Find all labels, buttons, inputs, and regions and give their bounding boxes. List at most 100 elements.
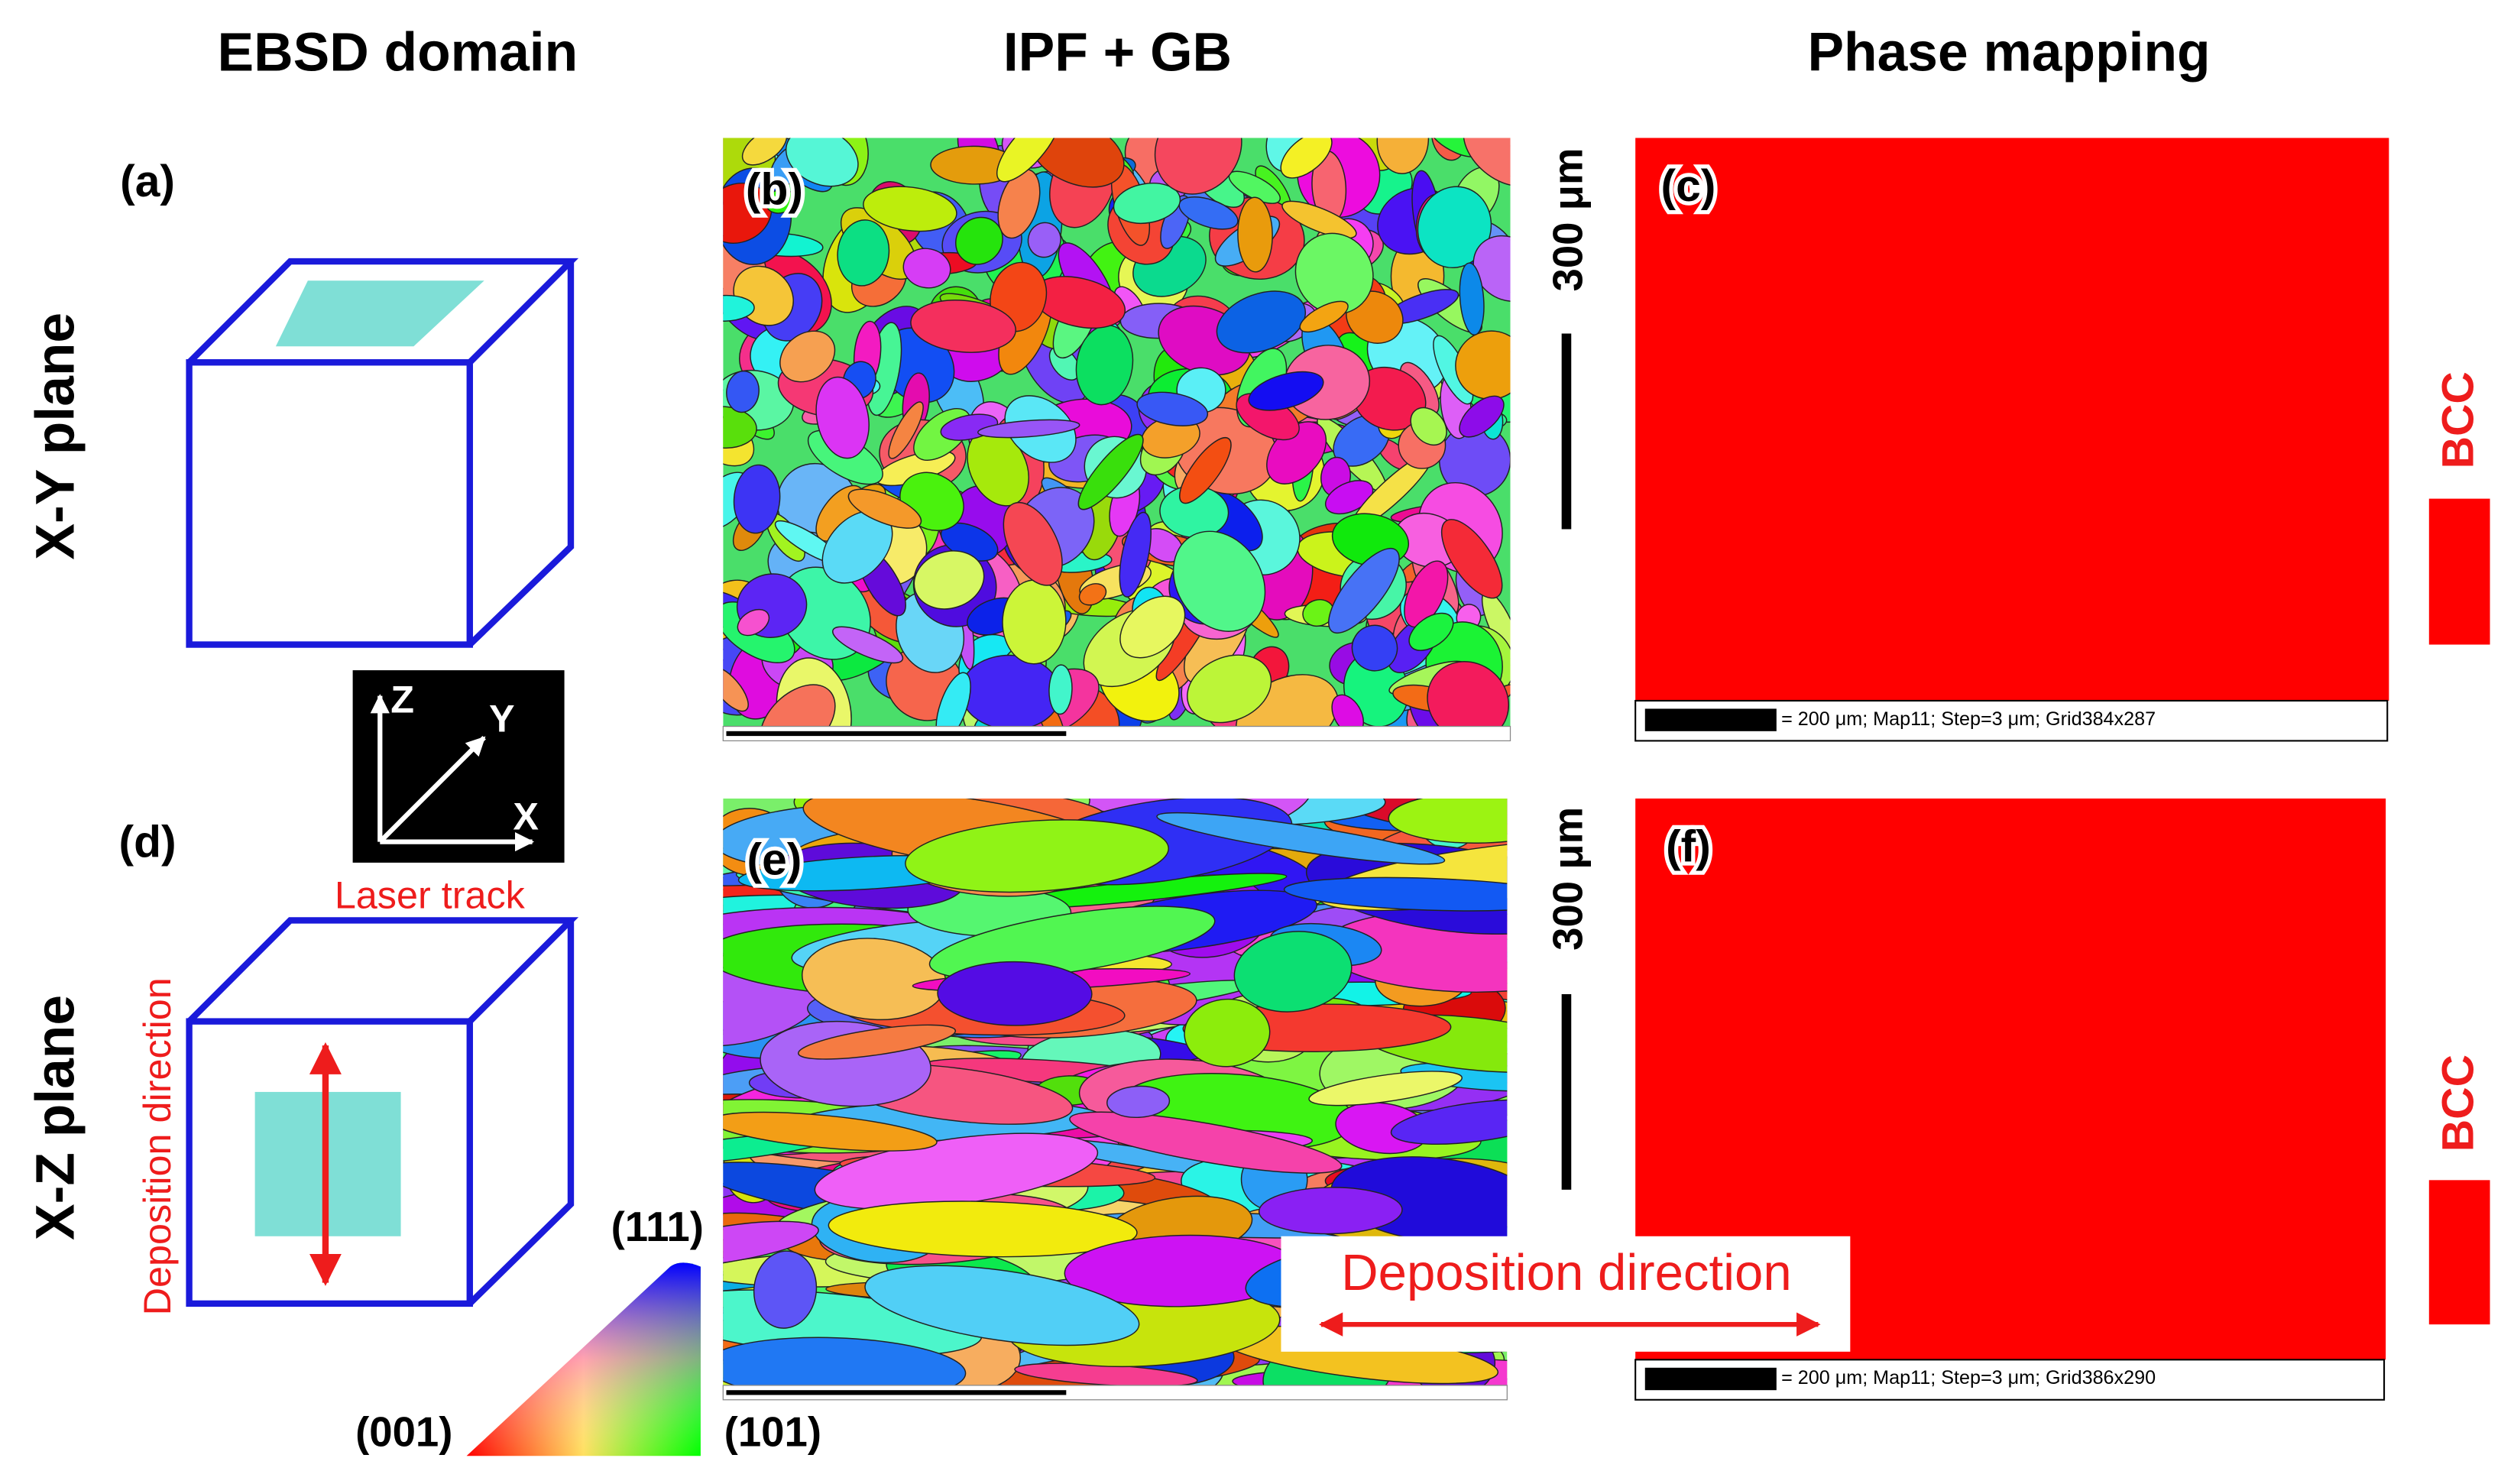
- grain: [847, 488, 922, 529]
- phase-label: BCC: [2433, 371, 2483, 468]
- grain: [1029, 138, 1125, 188]
- map-scale-bar: [1644, 708, 1777, 731]
- map-footer: [722, 1385, 1508, 1401]
- grain: [1233, 931, 1353, 1013]
- grain: [1106, 1085, 1171, 1119]
- row-label: X-Y plane: [24, 313, 86, 560]
- grain: [928, 906, 1216, 980]
- map-footer: [722, 725, 1511, 742]
- map-scale-bar: [1644, 1367, 1777, 1391]
- axis-label: Z: [390, 677, 414, 721]
- grain: [1003, 501, 1063, 586]
- column-header: IPF + GB: [1003, 21, 1232, 83]
- axes-arrows: [370, 694, 535, 852]
- grain: [1351, 624, 1398, 672]
- cube: [186, 917, 579, 1307]
- grain: [1113, 183, 1181, 225]
- phase-swatch: [2428, 498, 2490, 645]
- grain: [1331, 694, 1365, 727]
- panel-label: (b): [746, 164, 803, 214]
- grain: [1281, 200, 1357, 239]
- ipf-label: (001): [355, 1408, 452, 1455]
- grain: [1294, 232, 1374, 315]
- grain: [1390, 1099, 1508, 1145]
- grain: [1069, 1111, 1343, 1174]
- column-header: EBSD domain: [218, 21, 578, 83]
- grain: [1376, 138, 1430, 174]
- grain: [1410, 407, 1447, 446]
- grain: [1248, 371, 1324, 411]
- panel-label: (e): [747, 834, 802, 884]
- deposition-label: Deposition direction: [135, 977, 179, 1315]
- grain: [863, 186, 957, 232]
- grain: [996, 138, 1061, 183]
- map-scale-bar: [726, 1390, 1067, 1395]
- ipf-key-overlay: [466, 1262, 701, 1456]
- panel-label: (a): [120, 157, 175, 206]
- panel-label: (c): [1661, 161, 1716, 211]
- grain: [1404, 560, 1449, 628]
- grain: [765, 189, 795, 214]
- map-info: = 200 μm; Map11; Step=3 μm; Grid384x287: [1781, 708, 2156, 730]
- grain: [828, 1200, 1138, 1258]
- grain: [935, 672, 971, 727]
- ipf-label: (101): [724, 1408, 821, 1455]
- grain: [905, 819, 1169, 893]
- grain: [1156, 812, 1446, 865]
- grain: [733, 464, 781, 534]
- cube: [186, 258, 579, 648]
- scale-label: 300 μm: [1545, 807, 1592, 951]
- grain: [1136, 391, 1209, 426]
- grain: [1283, 876, 1508, 912]
- grain: [902, 248, 951, 289]
- grain: [910, 300, 1016, 353]
- grain: [913, 550, 985, 610]
- row-label: X-Z plane: [24, 995, 86, 1240]
- grain: [1154, 138, 1242, 195]
- grain: [997, 168, 1041, 239]
- grain: [1048, 664, 1073, 715]
- grain: [753, 1250, 818, 1329]
- grain: [1308, 1071, 1463, 1107]
- grain: [1408, 612, 1454, 651]
- grain: [1077, 433, 1144, 510]
- laser-track: Laser track: [335, 873, 526, 916]
- grain: [723, 294, 755, 322]
- grain: [1280, 138, 1333, 179]
- grain: [1237, 196, 1273, 273]
- grain: [760, 684, 836, 727]
- grain: [1179, 437, 1232, 504]
- grain: [1119, 511, 1152, 598]
- grain: [1324, 480, 1374, 515]
- scale-label: 300 μm: [1545, 147, 1592, 291]
- grain: [723, 406, 757, 449]
- grain: [1440, 519, 1503, 599]
- grain: [723, 666, 749, 712]
- grain: [837, 219, 890, 287]
- grain: [797, 1024, 957, 1060]
- grain: [1187, 654, 1272, 724]
- grain: [726, 370, 760, 413]
- grain: [1472, 235, 1511, 303]
- grain: [864, 1265, 1140, 1346]
- grain: [1427, 661, 1510, 727]
- grain: [1459, 395, 1505, 438]
- ipf-map: [723, 138, 1511, 727]
- grain: [955, 216, 1003, 265]
- phase-map: [1635, 138, 2389, 701]
- grain: [1258, 1187, 1403, 1235]
- map-info: = 200 μm; Map11; Step=3 μm; Grid386x290: [1781, 1367, 2156, 1388]
- grain: [1184, 998, 1271, 1068]
- grain: [1078, 583, 1107, 606]
- axis-label: Y: [489, 697, 515, 740]
- map-scale-bar: [726, 731, 1067, 737]
- grain: [779, 330, 836, 383]
- grain: [1463, 138, 1511, 187]
- column-header: Phase mapping: [1807, 21, 2210, 83]
- ipf-label: (111): [611, 1204, 704, 1250]
- grain: [1328, 547, 1400, 634]
- grain: [1388, 798, 1508, 844]
- grain: [1172, 530, 1266, 632]
- overlay-label: Deposition direction: [1341, 1244, 1792, 1301]
- grain: [888, 401, 924, 459]
